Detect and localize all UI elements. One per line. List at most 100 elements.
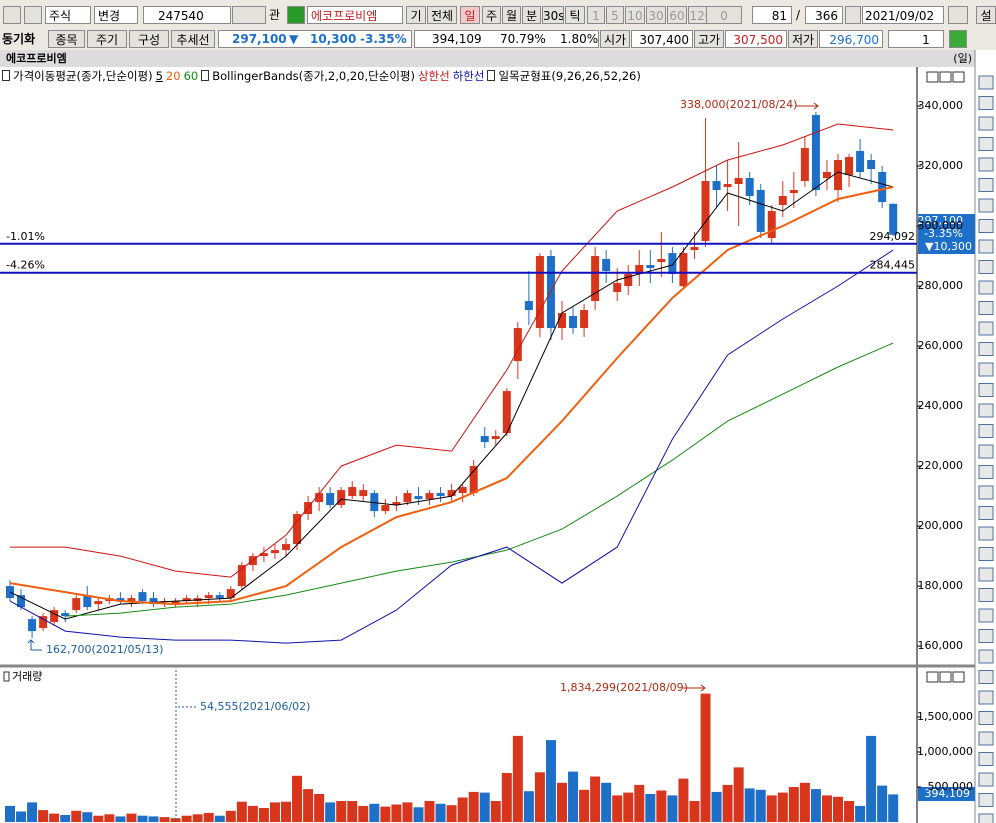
change-arrow: ▼: [289, 32, 299, 46]
period-button[interactable]: 전체: [427, 6, 457, 24]
sync-label[interactable]: 동기화: [2, 32, 36, 46]
candle-body: [845, 157, 854, 176]
candle-body: [723, 184, 732, 188]
period-button[interactable]: 주: [482, 6, 501, 24]
candle-body: [613, 283, 622, 293]
y-tick-label: 300,000: [918, 219, 964, 232]
last-volume-box: [918, 787, 975, 801]
drawing-tool: [978, 588, 994, 602]
drawing-tool: [978, 301, 994, 315]
change-select[interactable]: 변경: [94, 6, 138, 24]
tool-icon[interactable]: [948, 6, 968, 24]
search-icons[interactable]: [232, 6, 266, 24]
low-value: 296,700: [819, 30, 883, 48]
candle-body: [546, 256, 555, 329]
last-volume: 394,109: [925, 787, 971, 800]
drawing-tool: [978, 96, 994, 110]
period-label: (일): [953, 51, 972, 65]
candle-body: [558, 313, 566, 329]
green-icon[interactable]: [287, 6, 305, 24]
legend-bb-title: BollingerBands(종가,2,0,20,단순이평): [212, 69, 415, 83]
candle-body: [580, 310, 589, 329]
y-tick-label: 500,000: [928, 780, 974, 793]
volume-bar: [755, 789, 766, 822]
period-button[interactable]: 틱: [565, 6, 585, 24]
period-button[interactable]: 30s: [542, 6, 564, 24]
candle-body: [778, 196, 787, 206]
code-input[interactable]: 247540: [143, 6, 231, 24]
y-tick-label: 180,000: [918, 579, 964, 592]
legend-icon: [487, 70, 496, 81]
legend-ichimoku-title: 일목균형표(9,26,26,52,26): [498, 69, 641, 83]
count-input[interactable]: 81: [752, 6, 792, 24]
y-tick-label: 200,000: [918, 519, 964, 532]
tool-icon[interactable]: [24, 6, 42, 24]
drawing-tool: [978, 506, 994, 520]
info-button[interactable]: 종목: [48, 30, 85, 48]
ratio: 1.80%: [560, 32, 599, 46]
candle-body: [458, 487, 467, 494]
tool-icon[interactable]: [3, 6, 21, 24]
candle-body: [502, 391, 511, 434]
candle-body: [834, 160, 842, 191]
info-button[interactable]: 주기: [87, 30, 127, 48]
interval-button[interactable]: 60: [667, 6, 687, 24]
legend-ma-title: 가격이동평균(종가,단순이평): [13, 69, 153, 83]
volume-bar: [512, 735, 523, 822]
candle-body: [867, 160, 876, 170]
candle-body: [337, 490, 346, 506]
date-input[interactable]: 2021/09/02: [862, 6, 944, 24]
volume-bar: [700, 693, 711, 822]
volume-bar: [413, 807, 424, 822]
period-button[interactable]: 분: [522, 6, 541, 24]
candle-body: [138, 592, 147, 602]
interval-button[interactable]: 10: [625, 6, 645, 24]
last-change-pct: -3.35%: [924, 227, 963, 240]
change-pct: -3.35%: [360, 32, 407, 46]
drawing-tool: [978, 465, 994, 479]
volume-bar: [225, 810, 236, 822]
interest-button[interactable]: 관: [269, 8, 281, 22]
y-tick-label: 160,000: [918, 639, 964, 652]
interval-button[interactable]: 30: [646, 6, 666, 24]
candle-body: [569, 316, 578, 329]
toggle-icon[interactable]: [845, 6, 861, 24]
candle-body: [756, 190, 765, 233]
info-button[interactable]: 추세선: [171, 30, 215, 48]
period-button[interactable]: 월: [502, 6, 521, 24]
candle-body: [83, 595, 92, 608]
candle-body: [889, 203, 898, 235]
candle-body: [856, 151, 865, 173]
volume-bar: [369, 803, 380, 822]
period-button[interactable]: 일: [460, 6, 480, 24]
volume-bar: [689, 800, 700, 822]
settings-button[interactable]: 설: [976, 6, 996, 24]
info-button[interactable]: 구성: [129, 30, 169, 48]
candle-body: [436, 493, 445, 497]
legend-line: 5: [155, 69, 163, 83]
split-select[interactable]: 1: [888, 30, 944, 48]
offset-input[interactable]: 0: [706, 6, 742, 24]
add-button[interactable]: [949, 30, 967, 48]
candle-body: [149, 598, 158, 605]
candle-body: [414, 496, 423, 500]
drawing-tool: [978, 280, 994, 295]
interval-button[interactable]: 5: [606, 6, 624, 24]
volume-bar: [38, 810, 49, 822]
drawing-tool: [978, 567, 994, 582]
volume-bar: [203, 812, 214, 822]
stat-field: [414, 30, 599, 48]
market-select[interactable]: 주식: [45, 6, 91, 24]
drawing-tool: [978, 690, 994, 705]
candle-body: [270, 550, 279, 554]
low-label: 저가: [788, 30, 818, 48]
period-button[interactable]: 기: [406, 6, 426, 24]
price-line-pct: -4.26%: [6, 259, 45, 272]
candle-body: [822, 172, 831, 179]
volume-bar: [545, 740, 556, 822]
candle-body: [679, 253, 688, 287]
volume-bar: [303, 789, 314, 822]
interval-button[interactable]: 1: [587, 6, 605, 24]
y-tick-label: 320,000: [918, 159, 964, 172]
